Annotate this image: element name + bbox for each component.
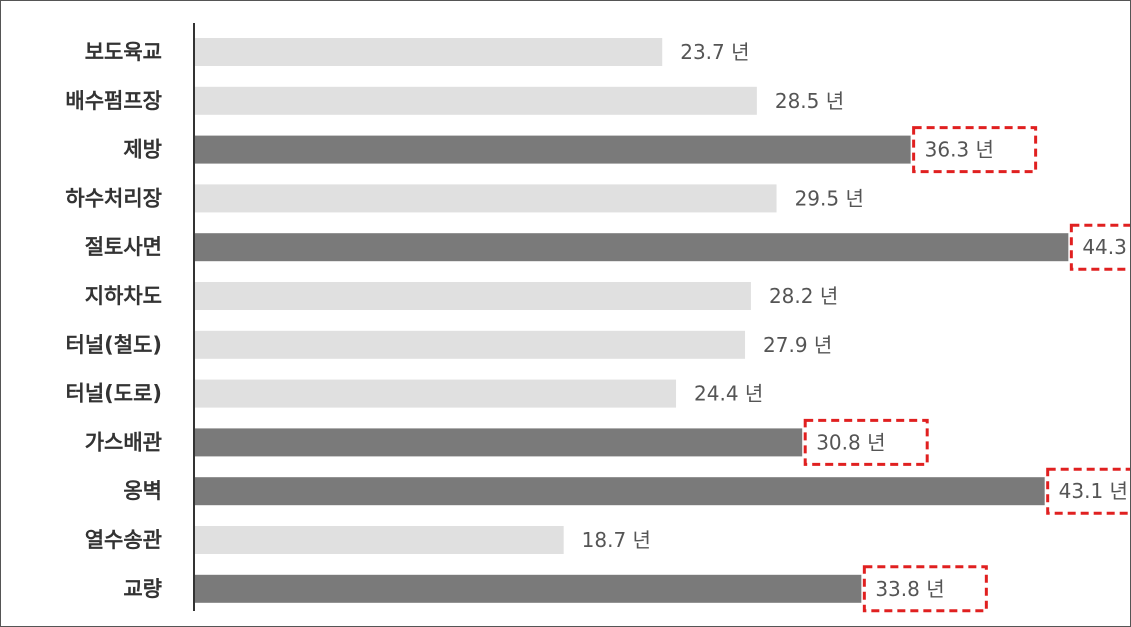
bar [195, 574, 862, 603]
bar [195, 233, 1069, 262]
value-label: 28.5 년 [775, 89, 844, 113]
bar [195, 38, 663, 66]
value-label: 30.8 년 [816, 430, 885, 454]
category-label: 보도육교 [85, 40, 162, 64]
category-label: 하수처리장 [65, 186, 162, 210]
category-label: 교량 [123, 577, 162, 601]
category-label: 가스배관 [85, 430, 162, 454]
bar [195, 526, 564, 554]
category-label: 열수송관 [85, 528, 162, 552]
category-label: 터널(도로) [66, 382, 162, 406]
value-label: 28.2 년 [769, 284, 838, 308]
highlight-box [862, 565, 988, 613]
value-label: 43.1 년 [1059, 479, 1128, 503]
value-label: 36.3 년 [925, 138, 994, 162]
category-label: 제방 [123, 138, 162, 162]
bar [195, 428, 803, 457]
category-label: 절토사면 [85, 235, 162, 259]
bar [195, 379, 677, 408]
category-label: 터널(철도) [66, 333, 162, 357]
value-label: 44.3 년 [1082, 235, 1130, 259]
bar [195, 330, 746, 359]
category-label: 옹벽 [123, 479, 162, 503]
category-label: 지하차도 [85, 284, 162, 308]
value-label: 18.7 년 [582, 528, 651, 552]
value-label: 27.9 년 [763, 333, 832, 357]
highlight-box [912, 126, 1038, 174]
highlight-box [803, 418, 929, 466]
bar [195, 184, 777, 213]
bar [195, 86, 757, 115]
bar [195, 135, 911, 164]
category-label: 배수펌프장 [65, 89, 162, 113]
value-label: 24.4 년 [694, 382, 763, 406]
bar [195, 282, 751, 310]
value-label: 33.8 년 [875, 577, 944, 601]
bar [195, 477, 1045, 506]
value-label: 29.5 년 [795, 186, 864, 210]
value-label: 23.7 년 [680, 40, 749, 64]
highlight-box [1046, 467, 1130, 515]
